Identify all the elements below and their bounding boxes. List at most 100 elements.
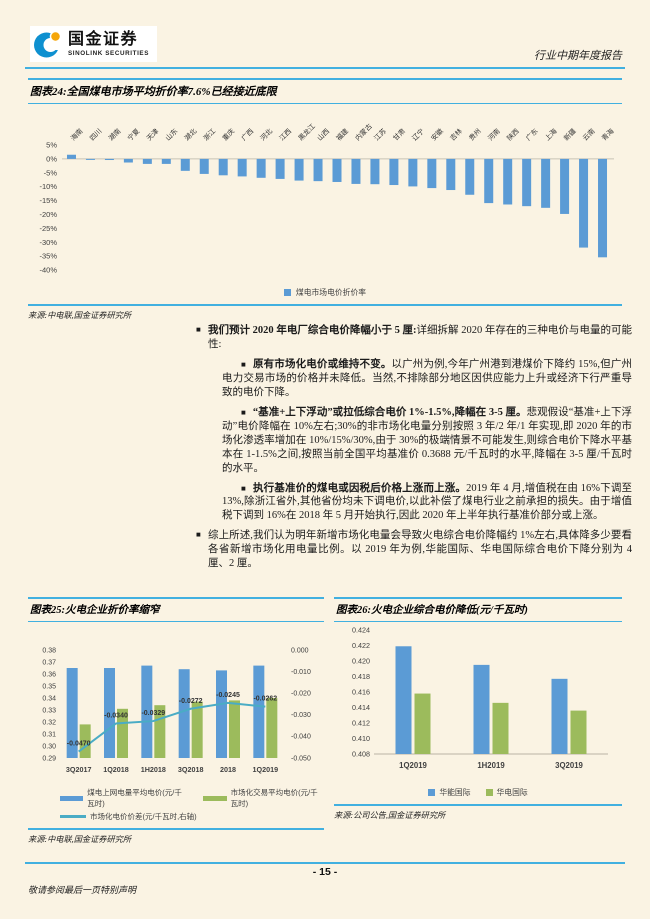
bullet-marker-icon: ■ bbox=[196, 325, 201, 334]
svg-text:-0.050: -0.050 bbox=[291, 755, 311, 762]
bullet-forecast-text: 我们预计 2020 年电厂综合电价降幅小于 5 厘:详细拆解 2020 年存在的… bbox=[208, 325, 632, 350]
legend-swatch-teal-line bbox=[60, 815, 86, 818]
svg-text:广西: 广西 bbox=[239, 126, 255, 142]
bullet-conclusion: ■ 综上所述,我们认为明年新增市场化电量会导致火电综合电价降幅约 1%左右,具体… bbox=[196, 529, 632, 571]
svg-text:四川: 四川 bbox=[88, 127, 103, 142]
subbullet-benchmark-float: ■ “基准+上下浮动”或拉低综合电价 1%-1.5%,降幅在 3-5 厘。悲观假设… bbox=[222, 406, 632, 474]
svg-text:-20%: -20% bbox=[39, 210, 57, 219]
svg-text:-0.0340: -0.0340 bbox=[104, 712, 128, 719]
figure25-title: 图表25:火电企业折价率缩窄 bbox=[28, 597, 324, 622]
svg-text:0.412: 0.412 bbox=[352, 718, 370, 727]
sinolink-logo-icon bbox=[34, 30, 63, 58]
svg-text:0.31: 0.31 bbox=[42, 731, 56, 738]
svg-text:0.38: 0.38 bbox=[42, 647, 56, 654]
figure25-divider bbox=[28, 828, 324, 830]
svg-text:-15%: -15% bbox=[39, 196, 57, 205]
figure24-source: 来源:中电联,国金证券研究所 bbox=[28, 310, 132, 320]
figure24-legend-label: 煤电市场电价折价率 bbox=[295, 288, 367, 297]
svg-text:重庆: 重庆 bbox=[220, 126, 236, 142]
legend-swatch-discount-rate bbox=[283, 289, 291, 296]
legend-item-huadian: 华电国际 bbox=[485, 787, 528, 798]
bullet-forecast: ■ 我们预计 2020 年电厂综合电价降幅小于 5 厘:详细拆解 2020 年存… bbox=[196, 324, 632, 352]
figure24-title: 图表24:全国煤电市场平均折价率7.6%已经接近底限 bbox=[28, 78, 622, 104]
svg-text:-0.010: -0.010 bbox=[291, 669, 311, 676]
svg-text:贵州: 贵州 bbox=[467, 126, 483, 142]
legend-item-huaneng: 华能国际 bbox=[428, 787, 471, 798]
svg-text:-0.0262: -0.0262 bbox=[253, 696, 277, 703]
legend-item-coal-price: 煤电上网电量平均电价(元/千瓦时) bbox=[60, 787, 187, 809]
svg-text:0.414: 0.414 bbox=[352, 703, 370, 712]
svg-text:-0.030: -0.030 bbox=[291, 712, 311, 719]
bullet-marker-icon: ■ bbox=[196, 530, 201, 540]
svg-text:青海: 青海 bbox=[600, 126, 616, 142]
svg-text:-0.040: -0.040 bbox=[291, 734, 311, 741]
svg-text:0.000: 0.000 bbox=[291, 647, 309, 654]
svg-text:上海: 上海 bbox=[543, 126, 559, 142]
svg-text:1H2019: 1H2019 bbox=[477, 761, 505, 770]
svg-text:山东: 山东 bbox=[163, 126, 179, 142]
svg-text:0.37: 0.37 bbox=[42, 659, 56, 666]
header-divider bbox=[25, 67, 625, 69]
svg-text:吉林: 吉林 bbox=[448, 126, 464, 142]
svg-text:山西: 山西 bbox=[315, 126, 331, 142]
svg-text:河南: 河南 bbox=[486, 126, 502, 142]
figure24: 图表24:全国煤电市场平均折价率7.6%已经接近底限 5% 0% -5% -10% -1… bbox=[28, 78, 622, 321]
figure26-title: 图表26:火电企业综合电价降低(元/千瓦时) bbox=[334, 597, 622, 622]
svg-text:0.420: 0.420 bbox=[352, 656, 370, 665]
footer-divider bbox=[25, 862, 625, 864]
svg-text:-0.0245: -0.0245 bbox=[216, 692, 240, 699]
figure26: 图表26:火电企业综合电价降低(元/千瓦时) 0.424 0.422 0.420 0.… bbox=[334, 597, 622, 821]
svg-text:广东: 广东 bbox=[524, 126, 540, 142]
analysis-text: ■ 我们预计 2020 年电厂综合电价降幅小于 5 厘:详细拆解 2020 年存… bbox=[196, 324, 632, 577]
svg-text:陕西: 陕西 bbox=[505, 126, 521, 142]
figure24-legend: 煤电市场电价折价率 bbox=[28, 287, 622, 298]
bullet-marker-icon: ■ bbox=[241, 483, 246, 493]
svg-text:-5%: -5% bbox=[44, 168, 58, 177]
svg-text:-30%: -30% bbox=[39, 238, 57, 247]
bullet-marker-icon: ■ bbox=[241, 407, 246, 417]
legend-swatch-huaneng bbox=[428, 789, 436, 796]
svg-text:宁夏: 宁夏 bbox=[125, 126, 141, 142]
page-number: - 15 - bbox=[312, 866, 338, 878]
figure26-chart: 0.424 0.422 0.420 0.418 0.416 0.414 0.412 0.410… bbox=[352, 625, 608, 770]
figure25-chart: 0.38 0.37 0.36 0.35 0.34 0.33 0.32 0.31 0.30 0.29… bbox=[42, 647, 311, 774]
sinolink-logo: 国金证券 SINOLINK SECURITIES bbox=[30, 26, 158, 62]
subbullet-benchmark-tax: ■ 执行基准价的煤电或因税后价格上涨而上涨。2019 年 4 月,增值税在由 16… bbox=[222, 482, 633, 522]
svg-text:0.36: 0.36 bbox=[42, 671, 56, 678]
svg-text:5%: 5% bbox=[46, 141, 57, 150]
svg-text:安徽: 安徽 bbox=[429, 126, 445, 142]
figure25-legend-row1: 煤电上网电量平均电价(元/千瓦时) 市场化交易平均电价(元/千瓦时) bbox=[28, 787, 324, 809]
footer-disclaimer: 敬请参阅最后一页特别声明 bbox=[28, 885, 137, 895]
legend-item-price-gap: 市场化电价价差(元/千瓦时,右轴) bbox=[60, 811, 197, 822]
figure26-legend: 华能国际 华电国际 bbox=[334, 787, 622, 798]
svg-text:-0.020: -0.020 bbox=[291, 691, 311, 698]
bullet-conclusion-text: 综上所述,我们认为明年新增市场化电量会导致火电综合电价降幅约 1%左右,具体降多… bbox=[208, 530, 632, 570]
svg-text:江西: 江西 bbox=[278, 127, 293, 142]
svg-text:0%: 0% bbox=[46, 154, 57, 163]
svg-text:-0.0329: -0.0329 bbox=[141, 710, 165, 717]
svg-text:0.408: 0.408 bbox=[352, 749, 370, 758]
svg-text:甘肃: 甘肃 bbox=[391, 126, 407, 142]
svg-text:内蒙古: 内蒙古 bbox=[353, 121, 374, 142]
svg-text:浙江: 浙江 bbox=[201, 126, 217, 142]
svg-text:-25%: -25% bbox=[39, 224, 57, 233]
svg-text:新疆: 新疆 bbox=[562, 126, 578, 142]
figure26-divider bbox=[334, 804, 622, 806]
svg-text:1H2018: 1H2018 bbox=[141, 765, 166, 774]
svg-text:3Q2018: 3Q2018 bbox=[178, 765, 204, 774]
legend-swatch-blue-bar bbox=[60, 795, 84, 801]
svg-text:0.30: 0.30 bbox=[42, 743, 56, 750]
figure24-divider bbox=[28, 304, 622, 306]
svg-text:河北: 河北 bbox=[259, 127, 274, 142]
svg-text:0.33: 0.33 bbox=[42, 707, 56, 714]
svg-text:1Q2019: 1Q2019 bbox=[399, 761, 427, 770]
svg-text:0.424: 0.424 bbox=[352, 625, 370, 634]
brand-subtitle: SINOLINK SECURITIES bbox=[68, 49, 150, 57]
svg-text:-0.0272: -0.0272 bbox=[179, 698, 203, 705]
svg-text:-0.0470: -0.0470 bbox=[67, 741, 91, 748]
svg-text:0.422: 0.422 bbox=[352, 641, 370, 650]
svg-text:0.410: 0.410 bbox=[352, 734, 370, 743]
svg-text:0.29: 0.29 bbox=[42, 755, 56, 762]
svg-text:0.418: 0.418 bbox=[352, 672, 370, 681]
subbullet-market-price: ■ 原有市场化电价或维持不变。以广州为例,今年广州港到港煤价下降约 15%,但广州… bbox=[222, 358, 633, 398]
